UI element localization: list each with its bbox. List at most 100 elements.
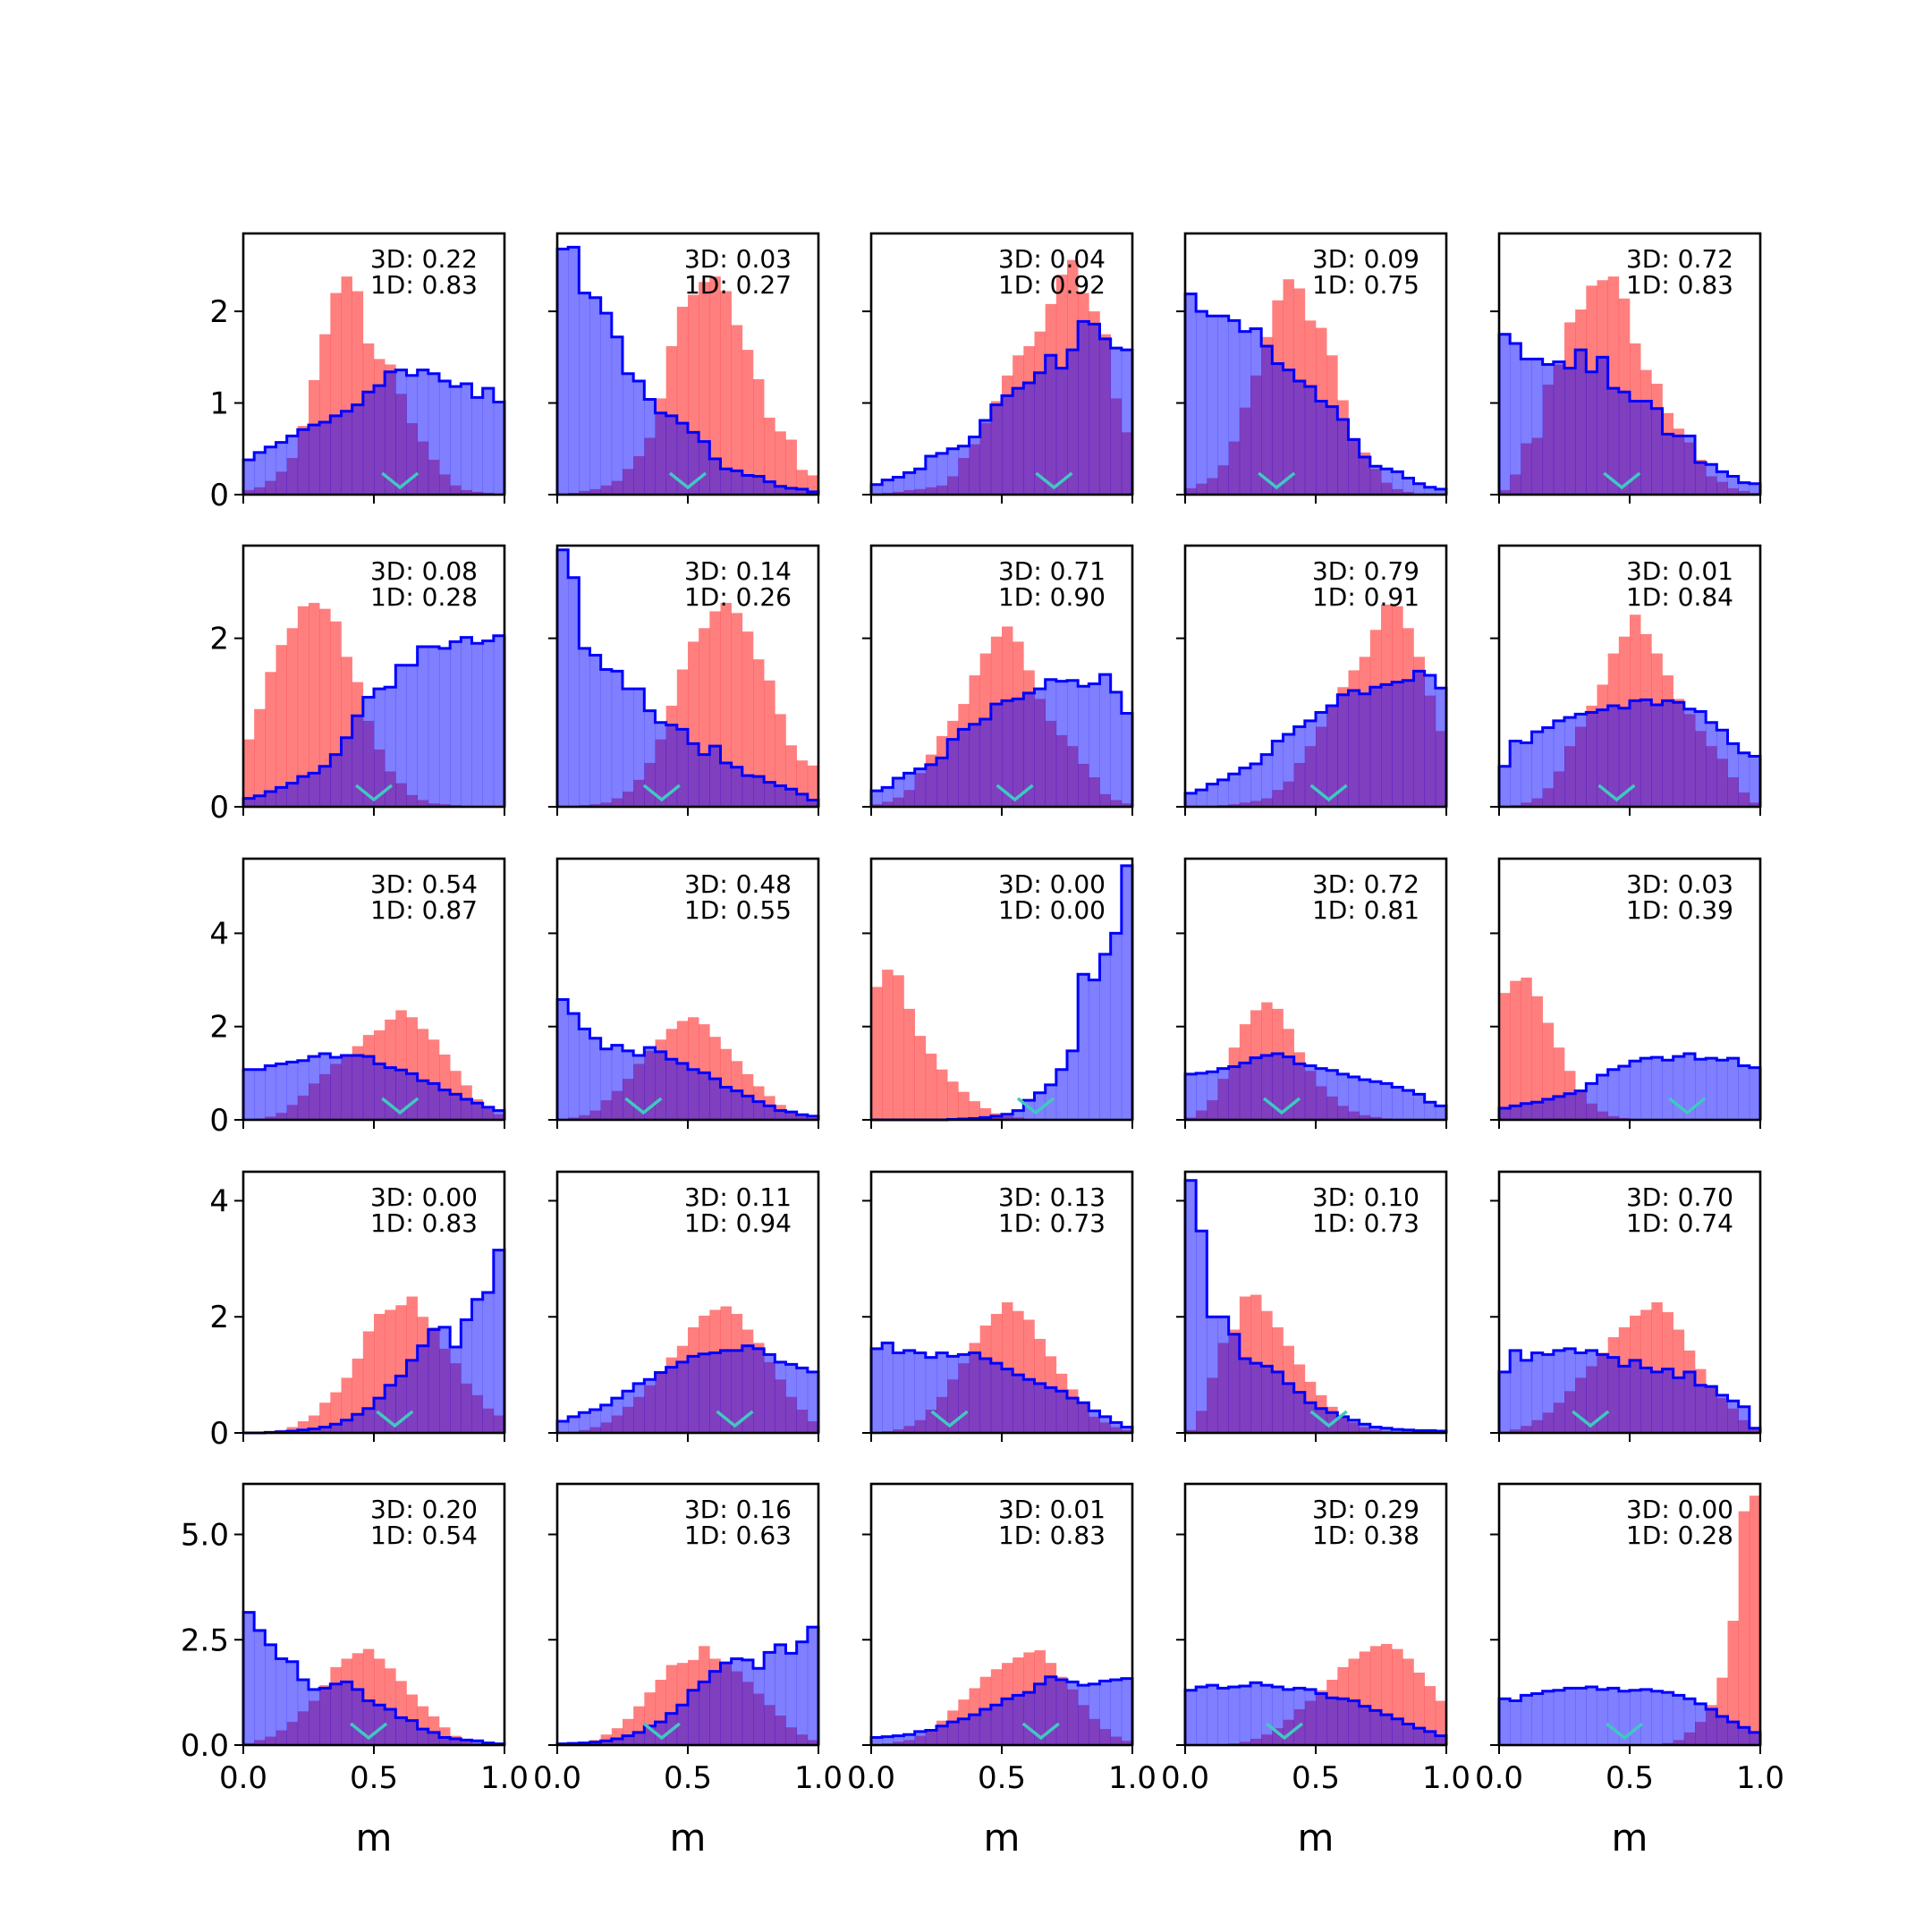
x-tick-label: 0.5 (350, 1760, 398, 1796)
blue-bar (699, 441, 710, 495)
red-bar (1435, 1700, 1447, 1745)
blue-bar (557, 999, 569, 1120)
annotation-1d: 1D: 0.90 (998, 582, 1106, 612)
blue-bar (1023, 692, 1035, 807)
blue-bar (286, 436, 299, 495)
blue-bar (1673, 436, 1685, 495)
blue-bar (1392, 1087, 1403, 1120)
blue-bar (925, 455, 937, 495)
blue-bar (1369, 687, 1382, 807)
blue-bar (893, 1735, 904, 1745)
red-bar (286, 628, 299, 807)
blue-bar (1023, 1692, 1035, 1745)
blue-bar (1510, 1106, 1521, 1120)
annotation-3d: 3D: 0.79 (1312, 556, 1419, 586)
blue-bar (1521, 1695, 1532, 1745)
marker-v (1265, 1722, 1304, 1741)
blue-bar (903, 1734, 915, 1745)
blue-bar (1337, 1699, 1349, 1745)
blue-bar (265, 1644, 276, 1745)
blue-bar (1196, 1687, 1208, 1745)
blue-bar (1510, 741, 1521, 807)
blue-bar (1521, 1360, 1532, 1433)
blue-bar (1034, 372, 1046, 495)
blue-bar (286, 1062, 299, 1120)
blue-bar (1304, 1402, 1317, 1433)
blue-bar (243, 460, 255, 495)
blue-bar (1207, 1072, 1218, 1120)
red-bar (764, 680, 775, 807)
blue-bar (1597, 357, 1608, 495)
blue-bar (1630, 401, 1641, 495)
red-bar (1499, 993, 1511, 1120)
annotation-1d: 1D: 0.28 (1626, 1521, 1733, 1550)
blue-bar (1185, 792, 1197, 807)
blue-step-outline (243, 1249, 506, 1435)
blue-bar (1013, 1375, 1024, 1433)
marker-v (1309, 1410, 1348, 1428)
blue-bar (461, 1099, 472, 1120)
blue-bar (1196, 311, 1208, 495)
blue-bar (1413, 671, 1425, 807)
blue-bar (319, 422, 331, 495)
blue-bar (1013, 1695, 1024, 1745)
blue-bar (1499, 766, 1511, 807)
annotation-1d: 1D: 0.54 (370, 1521, 478, 1550)
blue-bar (925, 1357, 937, 1433)
blue-bar (1586, 1083, 1597, 1120)
blue-bar (1683, 1053, 1696, 1120)
blue-bar (1499, 1371, 1511, 1433)
blue-bar (753, 1101, 765, 1120)
marker-v (624, 1097, 663, 1115)
blue-bar (1217, 1317, 1229, 1433)
blue-bar (1045, 679, 1057, 807)
blue-bar (1293, 1688, 1306, 1745)
blue-bar (1424, 675, 1436, 807)
blue-bar (1424, 487, 1436, 495)
blue-bar (1651, 408, 1663, 495)
x-axis-label: m (1612, 1816, 1648, 1860)
blue-bar (969, 1352, 980, 1433)
blue-bar (1402, 1090, 1414, 1120)
blue-bar (417, 647, 429, 807)
x-tick-label: 1.0 (794, 1760, 843, 1796)
blue-step-outline (869, 673, 1134, 807)
red-bar (807, 765, 819, 807)
blue-bar (893, 1352, 904, 1433)
blue-bar (1531, 1102, 1543, 1120)
x-tick-label: 1.0 (1736, 1760, 1784, 1796)
red-bar (1510, 980, 1521, 1120)
x-tick-label: 1.0 (1108, 1760, 1157, 1796)
blue-bar (1110, 691, 1123, 807)
blue-bar (297, 776, 309, 807)
red-bar (731, 325, 743, 495)
blue-bar (731, 470, 743, 495)
blue-bar (1326, 1070, 1338, 1120)
blue-bar (471, 1299, 483, 1433)
y-tick-label: 1 (209, 386, 229, 422)
blue-bar (796, 1641, 809, 1745)
blue-bar (254, 1069, 266, 1120)
blue-bar (1402, 680, 1414, 807)
blue-bar (428, 1083, 440, 1120)
blue-bar (688, 743, 699, 807)
annotation-1d: 1D: 0.83 (998, 1521, 1106, 1550)
blue-bar (1651, 1057, 1663, 1120)
blue-bar (775, 486, 786, 495)
blue-bar (1706, 722, 1717, 807)
blue-bar (785, 789, 797, 807)
annotation-3d: 3D: 0.22 (370, 244, 478, 274)
blue-bar (297, 1429, 309, 1433)
blue-bar (417, 1345, 429, 1433)
blue-bar (557, 1421, 569, 1433)
blue-bar (1348, 1700, 1360, 1745)
blue-bar (623, 1391, 634, 1433)
blue-bar (1727, 1401, 1739, 1433)
blue-bar (1738, 482, 1750, 495)
blue-bar (903, 1350, 915, 1433)
x-tick-label: 0.5 (1606, 1760, 1654, 1796)
blue-step-outline (242, 1052, 506, 1120)
annotation-3d: 3D: 0.70 (1626, 1182, 1733, 1212)
